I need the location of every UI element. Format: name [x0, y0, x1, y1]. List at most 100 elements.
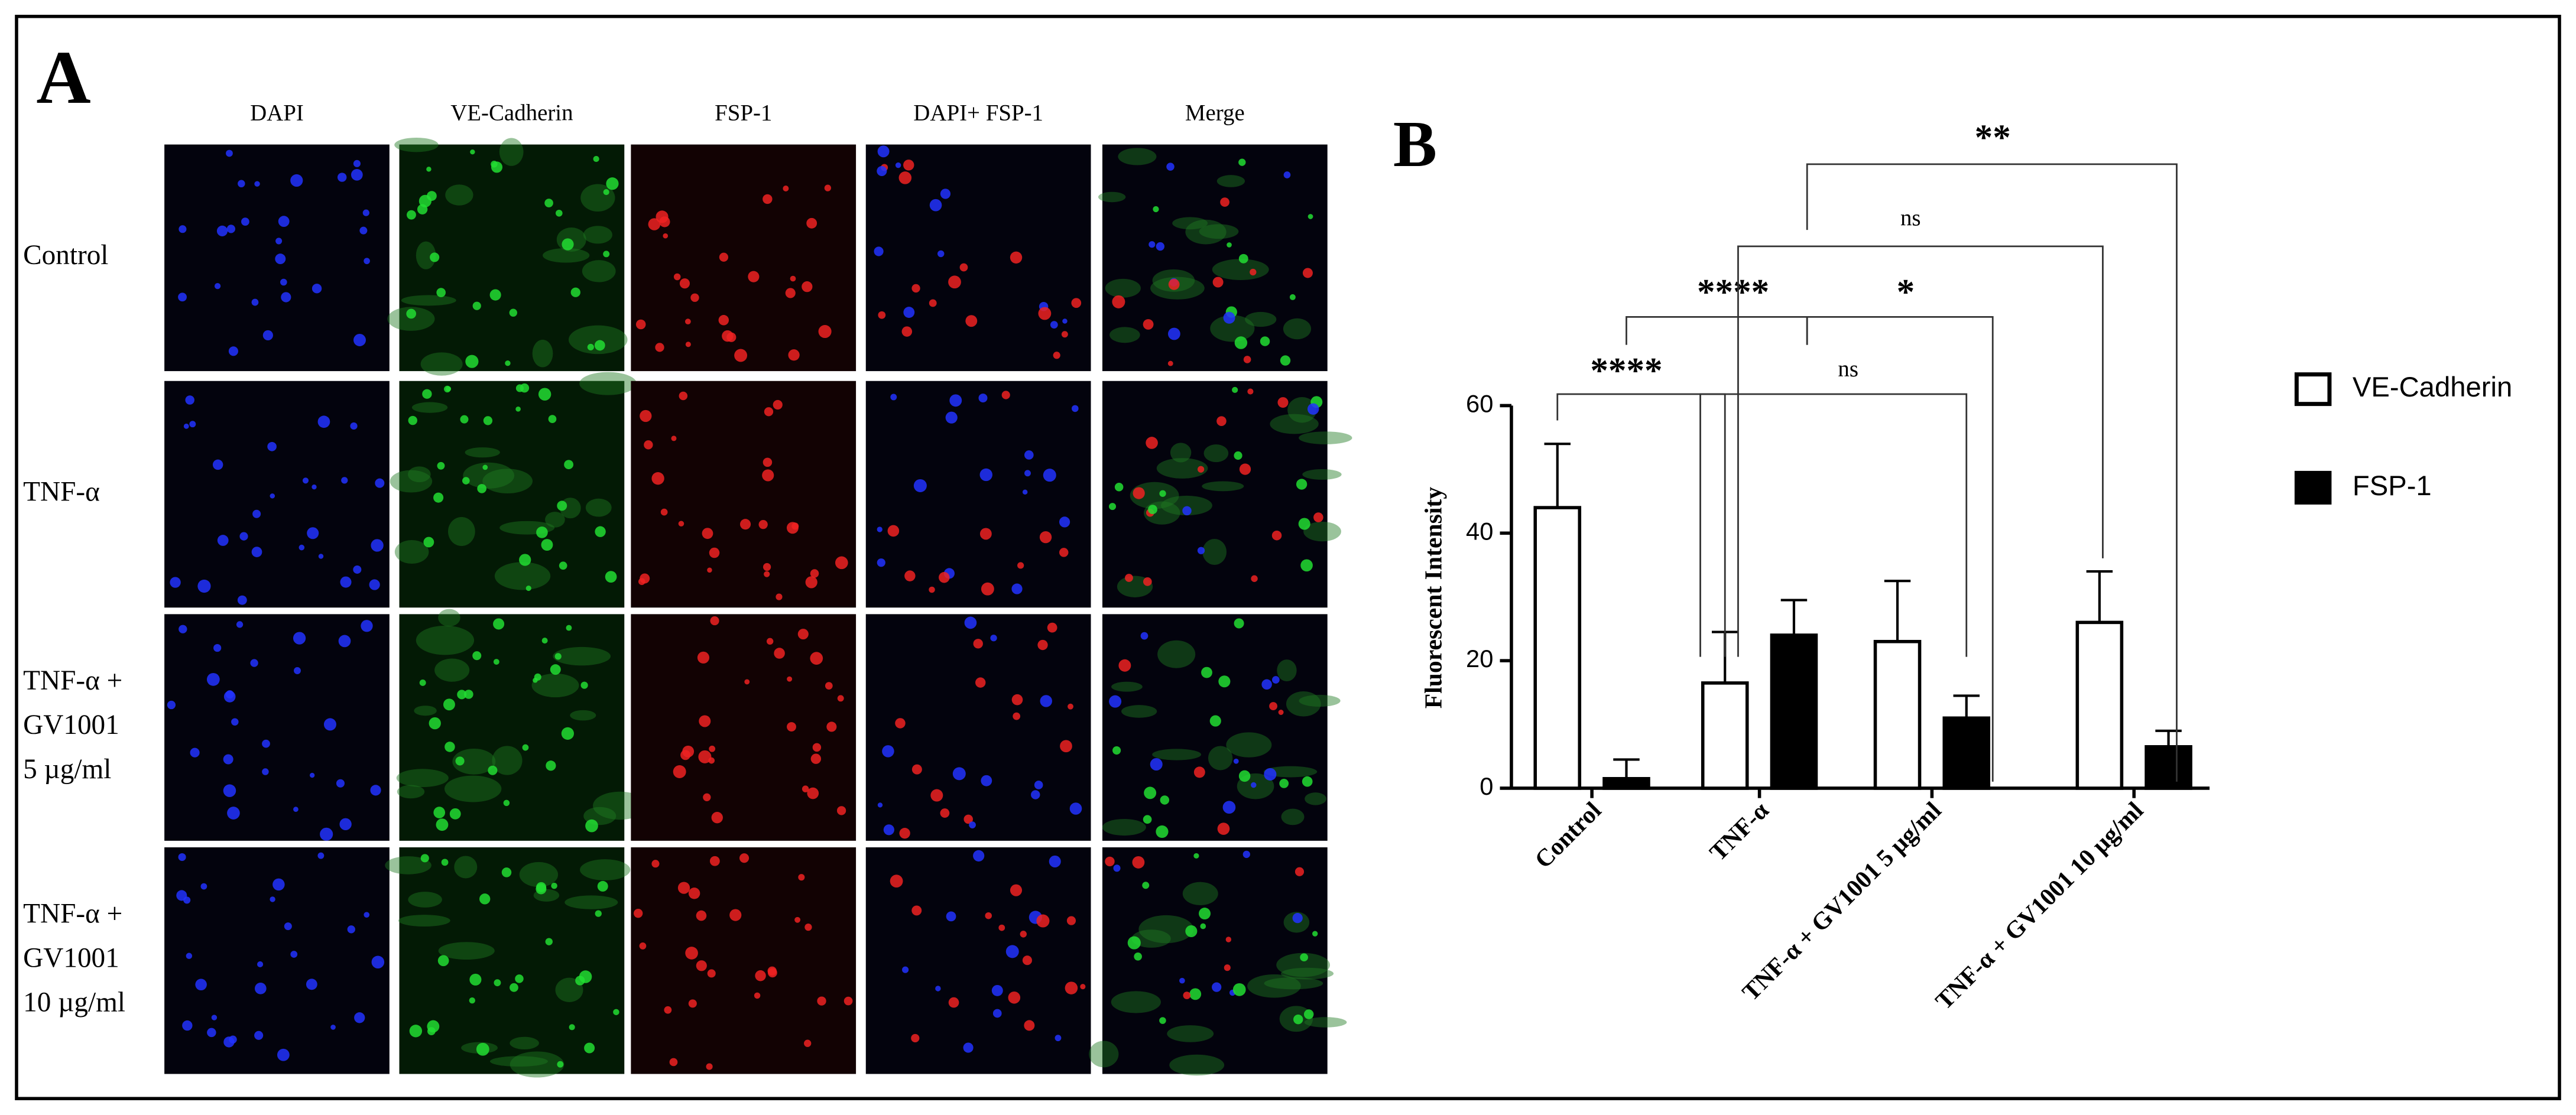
nucleus — [420, 854, 429, 863]
nucleus — [911, 905, 922, 916]
nucleus — [293, 807, 299, 812]
nucleus — [1313, 512, 1323, 522]
micrograph — [865, 381, 1091, 608]
nucleus — [469, 997, 475, 1004]
nucleus — [981, 582, 994, 596]
micrograph — [865, 614, 1091, 841]
nucleus — [433, 807, 446, 818]
nucleus — [648, 218, 661, 230]
cell-body — [401, 295, 456, 306]
nucleus — [278, 216, 290, 227]
nucleus — [1312, 931, 1318, 937]
nucleus — [1234, 336, 1248, 349]
nucleus — [729, 909, 742, 921]
micrograph-bg — [1102, 614, 1328, 841]
nucleus — [903, 160, 914, 171]
nucleus — [1031, 790, 1040, 799]
bar — [1770, 633, 1818, 790]
nucleus — [294, 667, 301, 674]
nucleus — [262, 768, 269, 775]
micrograph — [164, 847, 390, 1074]
cell-body — [579, 372, 637, 395]
nucleus — [895, 162, 901, 168]
nucleus — [718, 315, 729, 326]
nucleus — [1037, 639, 1048, 651]
nucleus — [1220, 197, 1229, 207]
micrograph — [396, 609, 647, 841]
nucleus — [1109, 503, 1117, 511]
nucleus — [895, 718, 906, 729]
nucleus — [1159, 1017, 1166, 1024]
nucleus — [179, 225, 187, 233]
nucleus — [911, 284, 920, 293]
nucleus — [254, 1031, 264, 1040]
nucleus — [548, 415, 557, 423]
cell-body — [447, 517, 475, 546]
nucleus — [1149, 241, 1156, 248]
nucleus — [764, 407, 774, 417]
cell-body — [398, 915, 450, 927]
nucleus — [562, 238, 574, 251]
nucleus — [350, 422, 358, 430]
nucleus — [804, 1039, 812, 1047]
nucleus — [807, 787, 819, 799]
nucleus — [226, 149, 233, 157]
nucleus — [1055, 1035, 1062, 1042]
nucleus — [952, 767, 966, 781]
nucleus — [703, 793, 711, 801]
nucleus — [1199, 908, 1211, 920]
column-header: FSP-1 — [715, 100, 772, 125]
nucleus — [479, 893, 491, 905]
nucleus — [364, 912, 370, 918]
cell-body — [1118, 148, 1157, 165]
nucleus — [685, 947, 698, 960]
cell-body — [1098, 191, 1126, 203]
nucleus — [1146, 437, 1158, 449]
nucleus — [802, 281, 813, 292]
nucleus — [679, 391, 688, 401]
nucleus — [1043, 469, 1056, 482]
nucleus — [998, 924, 1005, 931]
nucleus — [554, 653, 562, 660]
cell-body — [1299, 431, 1352, 444]
nucleus — [522, 744, 529, 751]
nucleus — [536, 526, 548, 538]
nucleus — [557, 1061, 564, 1068]
nucleus — [370, 785, 381, 796]
nucleus — [375, 478, 385, 488]
nucleus — [678, 521, 684, 527]
cell-body — [510, 1036, 539, 1049]
cell-body — [582, 260, 616, 282]
nucleus — [1024, 1020, 1035, 1031]
cell-body — [489, 1056, 548, 1067]
cell-body — [1169, 1054, 1225, 1076]
cell-body — [583, 226, 612, 244]
nucleus — [223, 754, 233, 765]
nucleus — [758, 519, 768, 529]
nucleus — [519, 554, 531, 566]
nucleus — [877, 165, 887, 177]
cell-body — [1270, 414, 1319, 434]
nucleus — [251, 298, 259, 306]
nucleus — [493, 618, 505, 630]
nucleus — [422, 389, 432, 399]
cell-body — [1208, 746, 1233, 771]
cell-body — [1111, 681, 1143, 692]
bar — [1873, 639, 1922, 790]
nucleus — [929, 299, 937, 307]
cell-body — [463, 462, 515, 489]
micrograph-bg — [865, 847, 1091, 1074]
nucleus — [1295, 867, 1305, 876]
nucleus — [564, 460, 573, 470]
nucleus — [584, 1042, 595, 1054]
cell-body — [555, 977, 583, 1003]
nucleus — [408, 415, 417, 425]
nucleus — [579, 970, 592, 983]
nucleus — [877, 145, 890, 158]
nucleus — [237, 595, 247, 605]
nucleus — [362, 209, 369, 216]
nucleus — [178, 853, 186, 862]
nucleus — [254, 181, 260, 187]
nucleus — [1068, 703, 1073, 710]
row-label: TNF-α + — [23, 899, 122, 929]
